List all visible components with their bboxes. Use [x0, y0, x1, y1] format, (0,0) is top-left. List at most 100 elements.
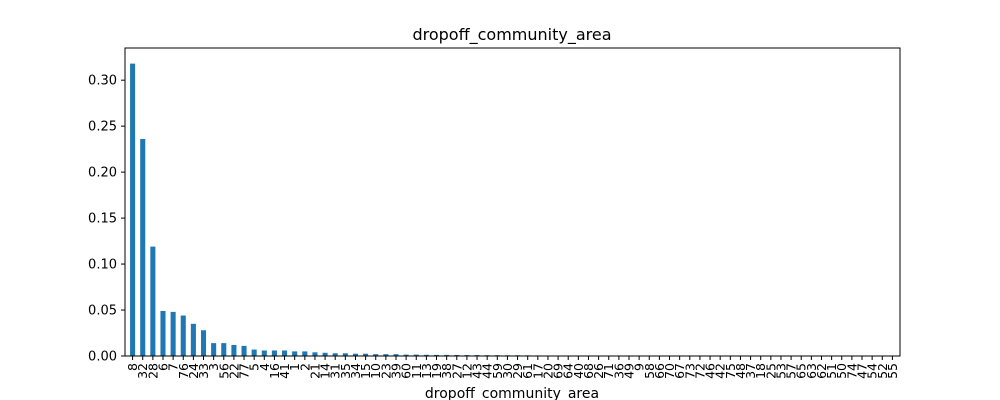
x-tick-label: 16: [267, 363, 282, 379]
x-tick-label: 35: [338, 363, 353, 379]
x-tick-label: 43: [470, 363, 485, 379]
x-tick-label: 49: [622, 363, 637, 379]
bar: [373, 354, 379, 356]
x-tick-label: 67: [672, 363, 687, 379]
x-tick-label: 69: [551, 363, 566, 379]
bar: [190, 323, 196, 356]
x-tick-label: 51: [824, 363, 839, 379]
x-tick-label: 12: [459, 363, 474, 379]
x-axis-label: dropoff_community_area: [425, 386, 599, 400]
x-tick-label: 71: [601, 363, 616, 379]
bar: [200, 330, 207, 356]
bar: [302, 351, 308, 356]
x-tick-label: 74: [844, 363, 859, 379]
x-tick-label: 19: [429, 363, 444, 379]
bar: [413, 354, 419, 356]
y-tick-label: 0.25: [88, 120, 117, 135]
x-tick-label: 1: [287, 363, 302, 371]
x-tick-label: 4: [257, 363, 272, 371]
bar: [150, 246, 156, 356]
x-tick-label: 20: [540, 363, 555, 379]
x-tick-label: 53: [773, 363, 788, 379]
bar: [261, 350, 267, 356]
y-tick-label: 0.30: [88, 74, 117, 89]
bar: [170, 311, 176, 356]
x-tick-label: 36: [611, 363, 626, 379]
x-tick-label: 52: [875, 363, 890, 379]
x-tick-label: 76: [176, 363, 191, 379]
x-tick-label: 60: [399, 363, 414, 379]
bar: [393, 354, 399, 356]
x-tick-label: 59: [490, 363, 505, 379]
bar: [322, 352, 328, 356]
x-tick-label: 62: [814, 363, 829, 379]
x-tick-label: 11: [409, 363, 424, 379]
x-tick-label: 28: [145, 363, 160, 379]
chart-title: dropoff_community_area: [412, 25, 611, 45]
bar: [130, 63, 136, 356]
x-tick-label: 7: [166, 363, 181, 371]
x-tick-label: 73: [682, 363, 697, 379]
bar: [160, 310, 166, 356]
x-tick-label: 41: [277, 363, 292, 379]
bar: [231, 344, 237, 356]
x-tick-label: 56: [216, 363, 231, 379]
x-tick-label: 23: [378, 363, 393, 379]
x-tick-label: 44: [480, 363, 495, 379]
x-tick-label: 3: [206, 363, 221, 371]
bar: [312, 352, 318, 356]
x-tick-label: 65: [794, 363, 809, 379]
x-tick-label: 2: [297, 363, 312, 371]
x-tick-label: 75: [723, 363, 738, 379]
x-tick-label: 33: [196, 363, 211, 379]
bar: [433, 354, 440, 356]
bar: [423, 354, 429, 356]
bar: [271, 350, 277, 356]
bar: [342, 353, 348, 356]
x-tick-label: 29: [510, 363, 525, 379]
bar: [352, 353, 359, 356]
x-tick-label: 70: [662, 363, 677, 379]
bar: [282, 350, 288, 356]
bar: [221, 343, 227, 356]
x-tick-label: 22: [226, 363, 241, 379]
x-tick-label: 15: [358, 363, 373, 379]
x-tick-label: 72: [692, 363, 707, 379]
x-tick-label: 55: [885, 363, 900, 379]
x-tick-label: 30: [500, 363, 515, 379]
x-tick-label: 32: [135, 363, 150, 379]
y-tick-label: 0.15: [88, 212, 117, 227]
x-tick-label: 39: [388, 363, 403, 379]
x-tick-label: 13: [419, 363, 434, 379]
x-tick-label: 37: [743, 363, 758, 379]
x-tick-label: 25: [763, 363, 778, 379]
x-tick-label: 38: [439, 363, 454, 379]
bar: [211, 343, 217, 356]
x-tick-label: 8: [125, 363, 140, 371]
x-tick-label: 58: [642, 363, 657, 379]
x-tick-label: 24: [186, 363, 201, 379]
plot-area: 0.000.050.100.150.200.250.30832286776243…: [88, 63, 900, 379]
bar: [454, 354, 460, 356]
axes-frame: [124, 47, 901, 357]
x-tick-label: 34: [348, 363, 363, 379]
x-tick-label: 21: [307, 363, 322, 379]
bar: [363, 353, 369, 356]
bar: [241, 345, 247, 356]
x-tick-label: 27: [449, 363, 464, 379]
x-tick-label: 9: [632, 363, 647, 371]
x-tick-label: 31: [328, 363, 343, 379]
y-tick-label: 0.10: [88, 258, 117, 273]
bar: [292, 351, 298, 356]
y-tick-label: 0.20: [88, 166, 117, 181]
x-tick-label: 6: [155, 363, 170, 371]
bar: [180, 315, 186, 356]
x-tick-label: 46: [703, 363, 718, 379]
x-tick-label: 48: [733, 363, 748, 379]
x-tick-label: 57: [784, 363, 799, 379]
bar: [403, 354, 409, 356]
x-tick-label: 77: [237, 363, 252, 379]
x-tick-label: 5: [247, 363, 262, 371]
